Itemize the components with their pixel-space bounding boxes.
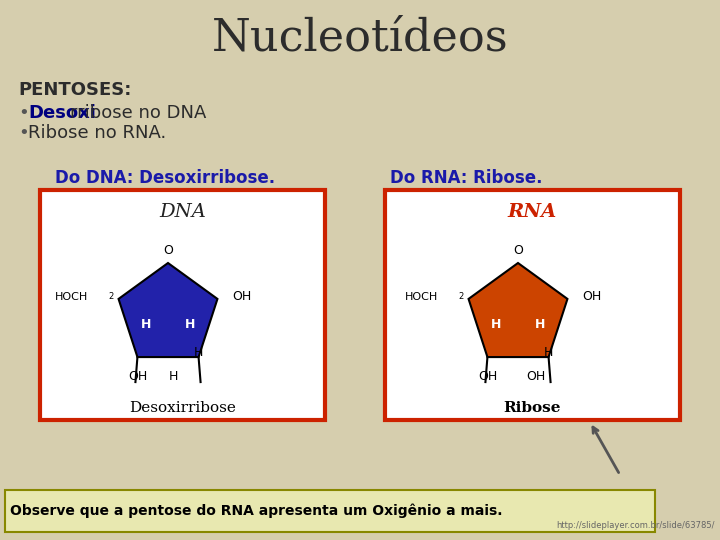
Text: H: H xyxy=(141,319,151,332)
Text: OH: OH xyxy=(582,291,601,303)
Text: H: H xyxy=(544,347,553,360)
Text: •: • xyxy=(18,104,29,122)
Text: Observe que a pentose do RNA apresenta um Oxigênio a mais.: Observe que a pentose do RNA apresenta u… xyxy=(10,504,503,518)
Polygon shape xyxy=(469,263,567,357)
FancyBboxPatch shape xyxy=(40,190,325,420)
Text: H: H xyxy=(168,370,178,383)
Text: O: O xyxy=(513,244,523,257)
Text: Ribose: Ribose xyxy=(504,401,562,415)
Text: O: O xyxy=(163,244,173,257)
Text: DNA: DNA xyxy=(159,203,206,221)
Text: OH: OH xyxy=(232,291,251,303)
Text: 2: 2 xyxy=(108,292,113,301)
Text: OH: OH xyxy=(478,370,498,383)
Text: H: H xyxy=(491,319,501,332)
Text: HOCH: HOCH xyxy=(55,292,88,302)
Text: HOCH: HOCH xyxy=(405,292,438,302)
Text: Desoxirribose: Desoxirribose xyxy=(129,401,236,415)
Text: Nucleotídeos: Nucleotídeos xyxy=(212,16,508,59)
Text: Do DNA: Desoxirribose.: Do DNA: Desoxirribose. xyxy=(55,169,275,187)
Text: Desoxi: Desoxi xyxy=(28,104,96,122)
Text: 2: 2 xyxy=(458,292,463,301)
FancyBboxPatch shape xyxy=(385,190,680,420)
Text: Ribose no RNA.: Ribose no RNA. xyxy=(28,124,166,142)
Text: PENTOSES:: PENTOSES: xyxy=(18,81,131,99)
Text: OH: OH xyxy=(128,370,148,383)
Text: http://slideplayer.com.br/slide/63785/: http://slideplayer.com.br/slide/63785/ xyxy=(557,521,715,530)
Text: •: • xyxy=(18,124,29,142)
FancyBboxPatch shape xyxy=(5,490,655,532)
Text: H: H xyxy=(185,319,195,332)
Polygon shape xyxy=(119,263,217,357)
Text: OH: OH xyxy=(526,370,546,383)
Text: H: H xyxy=(535,319,545,332)
Text: rribose no DNA: rribose no DNA xyxy=(70,104,207,122)
Text: H: H xyxy=(193,347,203,360)
Text: RNA: RNA xyxy=(508,203,557,221)
Text: Do RNA: Ribose.: Do RNA: Ribose. xyxy=(390,169,542,187)
